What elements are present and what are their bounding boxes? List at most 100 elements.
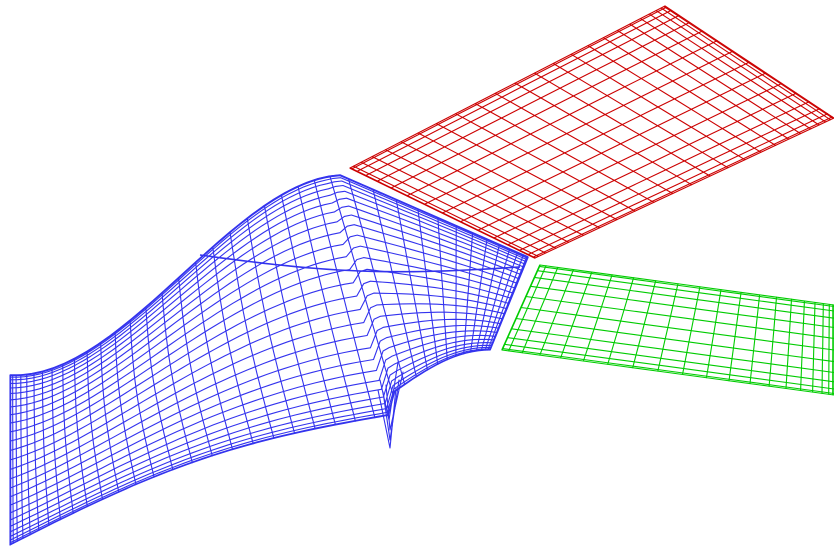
- mesh-line: [705, 289, 722, 379]
- mesh-line: [477, 82, 783, 231]
- mesh-line: [532, 116, 833, 258]
- mesh-line: [663, 5, 834, 119]
- mesh-line: [785, 298, 793, 390]
- mesh-line: [441, 61, 751, 214]
- mesh-line: [9, 257, 514, 442]
- mesh-line: [768, 296, 778, 387]
- mesh-line: [435, 123, 618, 221]
- mesh-line: [351, 6, 668, 170]
- mesh-line: [129, 319, 155, 478]
- mesh-line: [525, 295, 834, 339]
- mesh-line: [539, 264, 834, 306]
- mesh-line: [501, 349, 834, 396]
- mesh-line: [195, 261, 234, 451]
- mesh-line: [469, 238, 488, 353]
- mesh-line: [352, 165, 539, 257]
- mesh-line: [15, 374, 18, 542]
- mesh-line: [263, 205, 316, 430]
- mesh-line: [664, 5, 834, 119]
- mesh-line: [62, 363, 74, 514]
- mesh-line: [417, 208, 439, 365]
- mesh-line: [552, 62, 729, 169]
- mesh-line: [503, 343, 834, 390]
- mesh-line: [570, 53, 746, 161]
- mesh-line: [73, 358, 88, 508]
- mesh-line: [33, 372, 40, 531]
- mesh-line: [212, 246, 254, 445]
- mesh-line: [313, 179, 376, 419]
- mesh-line: [178, 277, 213, 457]
- mesh-line: [9, 180, 528, 381]
- mesh-line: [377, 387, 397, 449]
- mesh-line: [329, 175, 394, 394]
- mesh-line: [655, 10, 827, 123]
- mesh-outline: [199, 254, 521, 273]
- mesh-line: [349, 5, 666, 169]
- mesh-line: [828, 303, 830, 395]
- mesh-line: [484, 251, 519, 351]
- mesh-line: [480, 248, 511, 351]
- mesh-line: [632, 280, 657, 369]
- mesh-line: [749, 294, 761, 385]
- mesh-line: [229, 231, 275, 439]
- mesh-line: [9, 349, 491, 546]
- mesh-line: [538, 265, 834, 308]
- mesh-outline: [10, 174, 529, 376]
- mesh-line: [582, 274, 613, 362]
- mesh-line: [607, 277, 635, 365]
- mesh-line: [502, 348, 834, 395]
- mesh-line: [812, 301, 816, 393]
- mesh-line: [390, 30, 704, 189]
- mesh-line: [372, 188, 417, 378]
- mesh-line: [9, 177, 529, 378]
- mesh-line: [536, 270, 834, 312]
- mesh-line: [681, 286, 701, 376]
- mesh-line: [648, 13, 820, 126]
- mesh-line: [376, 21, 691, 182]
- mesh-line: [533, 276, 834, 319]
- mesh-line: [821, 303, 824, 394]
- mesh-line: [475, 243, 500, 352]
- mesh-line: [520, 306, 834, 351]
- mesh-line: [508, 265, 547, 352]
- mesh-line: [660, 7, 831, 121]
- mesh-line: [385, 371, 404, 431]
- mesh-line: [9, 280, 510, 461]
- mesh-line: [493, 92, 797, 239]
- mesh-line: [347, 178, 406, 386]
- mesh-line: [51, 367, 61, 521]
- mesh-line: [145, 306, 174, 471]
- mesh-line: [395, 198, 428, 371]
- mesh-line: [455, 113, 636, 212]
- mesh-line: [463, 232, 474, 355]
- mesh-line: [639, 18, 812, 130]
- mesh-line: [474, 103, 655, 203]
- mesh-line: [494, 92, 674, 195]
- mesh-line: [382, 379, 400, 441]
- mesh-line: [510, 328, 834, 374]
- mesh-line: [360, 161, 547, 254]
- mesh-line: [539, 269, 575, 356]
- mesh-line: [616, 29, 790, 140]
- mesh-line: [437, 217, 448, 361]
- mesh-line: [297, 185, 356, 422]
- mesh-line: [12, 374, 14, 544]
- mesh-line: [9, 205, 523, 401]
- mesh-line: [507, 101, 810, 246]
- mesh-line: [280, 194, 337, 426]
- green-mesh-block: [501, 264, 834, 396]
- mesh-line: [114, 331, 137, 486]
- mesh-line: [514, 82, 693, 186]
- mesh-line: [534, 117, 834, 259]
- mesh-line: [487, 254, 524, 351]
- blue-mesh-block: [9, 174, 529, 546]
- mesh-line: [521, 266, 559, 354]
- mesh-line: [384, 149, 570, 243]
- mesh-line: [657, 283, 679, 372]
- mesh-outline: [489, 256, 529, 351]
- mesh-outline: [501, 264, 541, 351]
- mesh-line: [533, 72, 711, 177]
- mesh-line: [527, 113, 829, 256]
- mesh-line: [459, 72, 767, 223]
